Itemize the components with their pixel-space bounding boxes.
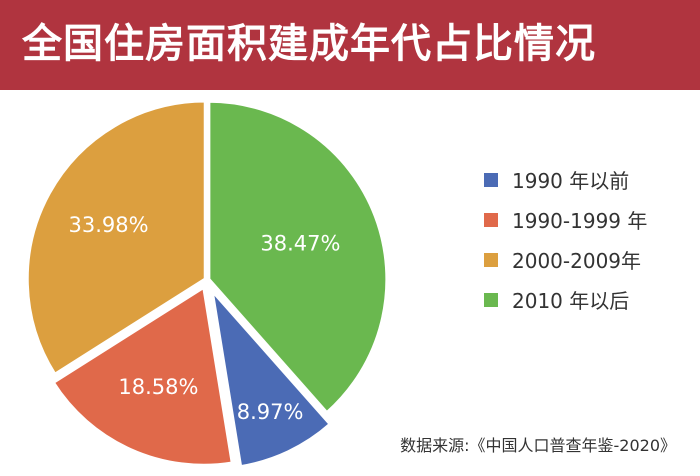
title-banner: 全国住房面积建成年代占比情况 xyxy=(0,0,700,90)
legend: 1990 年以前 1990-1999 年 2000-2009年 2010 年以后 xyxy=(484,166,647,326)
legend-label: 2000-2009年 xyxy=(512,249,642,273)
legend-item: 2010 年以后 xyxy=(484,286,647,313)
legend-item: 1990 年以前 xyxy=(484,166,647,193)
legend-swatch xyxy=(484,292,498,307)
legend-label: 2010 年以后 xyxy=(512,289,630,313)
pie-slice xyxy=(51,285,234,467)
slice-data-label: 18.58% xyxy=(118,375,198,399)
slice-data-label: 38.47% xyxy=(260,232,340,256)
slice-data-label: 33.98% xyxy=(69,213,149,237)
legend-swatch xyxy=(484,212,498,227)
source-note: 数据来源:《中国人口普查年鉴-2020》 xyxy=(400,436,676,455)
legend-item: 1990-1999 年 xyxy=(484,206,647,233)
pie-slice xyxy=(207,99,389,415)
legend-item: 2000-2009年 xyxy=(484,246,647,273)
slice-data-label: 8.97% xyxy=(237,400,304,424)
pie-slice xyxy=(25,99,207,376)
pie-slice xyxy=(210,289,332,469)
legend-label: 1990 年以前 xyxy=(512,169,630,193)
legend-swatch xyxy=(484,252,498,267)
legend-swatch xyxy=(484,172,498,187)
legend-label: 1990-1999 年 xyxy=(512,209,648,233)
page-title: 全国住房面积建成年代占比情况 xyxy=(22,21,596,67)
